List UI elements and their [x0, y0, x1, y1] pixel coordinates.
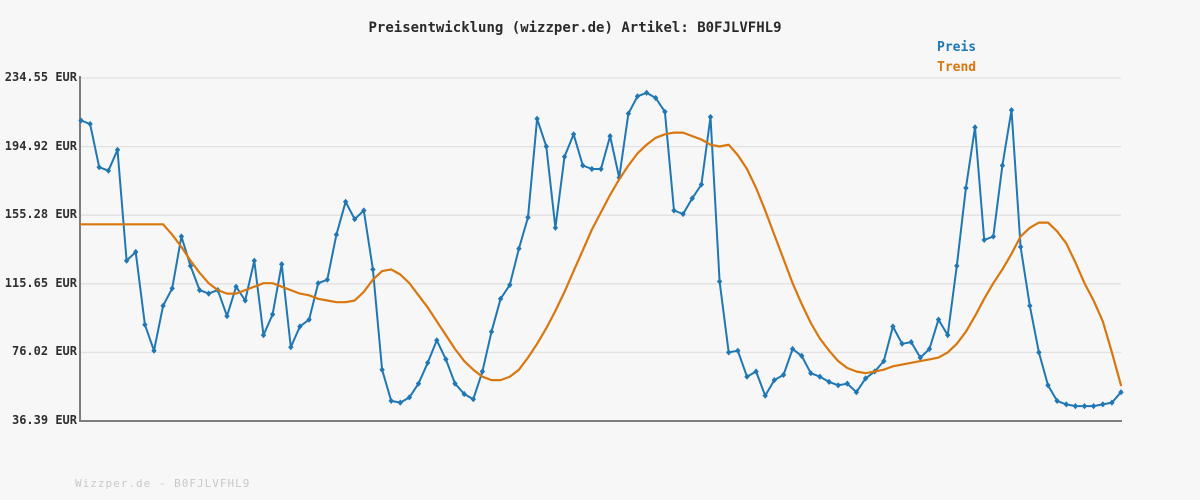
preis-markers [78, 89, 1124, 410]
legend-item-preis: Preis [937, 40, 977, 55]
watermark: Wizzper.de - B0FJLVFHL9 [75, 477, 251, 490]
y-axis-tick-label: 155.28 EUR [4, 207, 77, 222]
trend-line [79, 131, 1123, 387]
y-axis-tick-label: 234.55 EUR [4, 70, 77, 84]
legend-item-trend: Trend [937, 60, 977, 75]
y-axis-tick-label: 76.02 EUR [11, 344, 77, 359]
y-axis-labels: 234.55 EUR 194.92 EUR 155.28 EUR 115.65 EUR… [0, 0, 77, 500]
preis-line [80, 91, 1122, 408]
y-axis-tick-label: 36.39 EUR [11, 413, 77, 427]
y-axis-tick-label: 194.92 EUR [4, 138, 77, 153]
legend: Preis Trend [937, 38, 976, 78]
chart-title: Preisentwicklung (wizzper.de) Artikel: B… [368, 20, 782, 36]
axis-spines [79, 76, 1122, 422]
y-axis-tick-label: 115.65 EUR [4, 275, 77, 290]
